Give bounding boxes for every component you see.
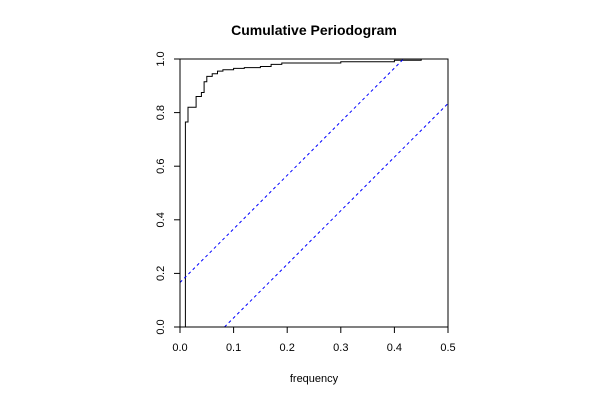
y-tick-label: 0.2 (155, 266, 167, 281)
y-tick-label: 0.6 (155, 159, 167, 174)
confidence-band-line-2 (224, 103, 449, 328)
axes: 0.0 0.1 0.2 0.3 0.4 0.5 0.0 0.2 0.4 0.6 0.8 1.0 (155, 51, 456, 354)
x-tick-label: 0.5 (440, 342, 455, 354)
x-tick-label: 0.2 (280, 342, 295, 354)
x-tick-label: 0.0 (172, 342, 187, 354)
x-axis-title: frequency (290, 373, 339, 385)
cumulative-periodogram-line (184, 58, 448, 327)
chart-title: Cumulative Periodogram (231, 22, 397, 38)
x-tick-label: 0.1 (226, 342, 241, 354)
x-tick-label: 0.4 (387, 342, 402, 354)
plot-frame (179, 58, 449, 328)
y-tick-label: 1.0 (155, 51, 167, 66)
y-tick-label: 0.8 (155, 105, 167, 120)
plot-area (179, 58, 449, 328)
x-tick-label: 0.3 (333, 342, 348, 354)
y-tick-label: 0.0 (155, 319, 167, 334)
confidence-band-line-1 (179, 58, 404, 283)
y-tick-label: 0.4 (155, 212, 167, 227)
